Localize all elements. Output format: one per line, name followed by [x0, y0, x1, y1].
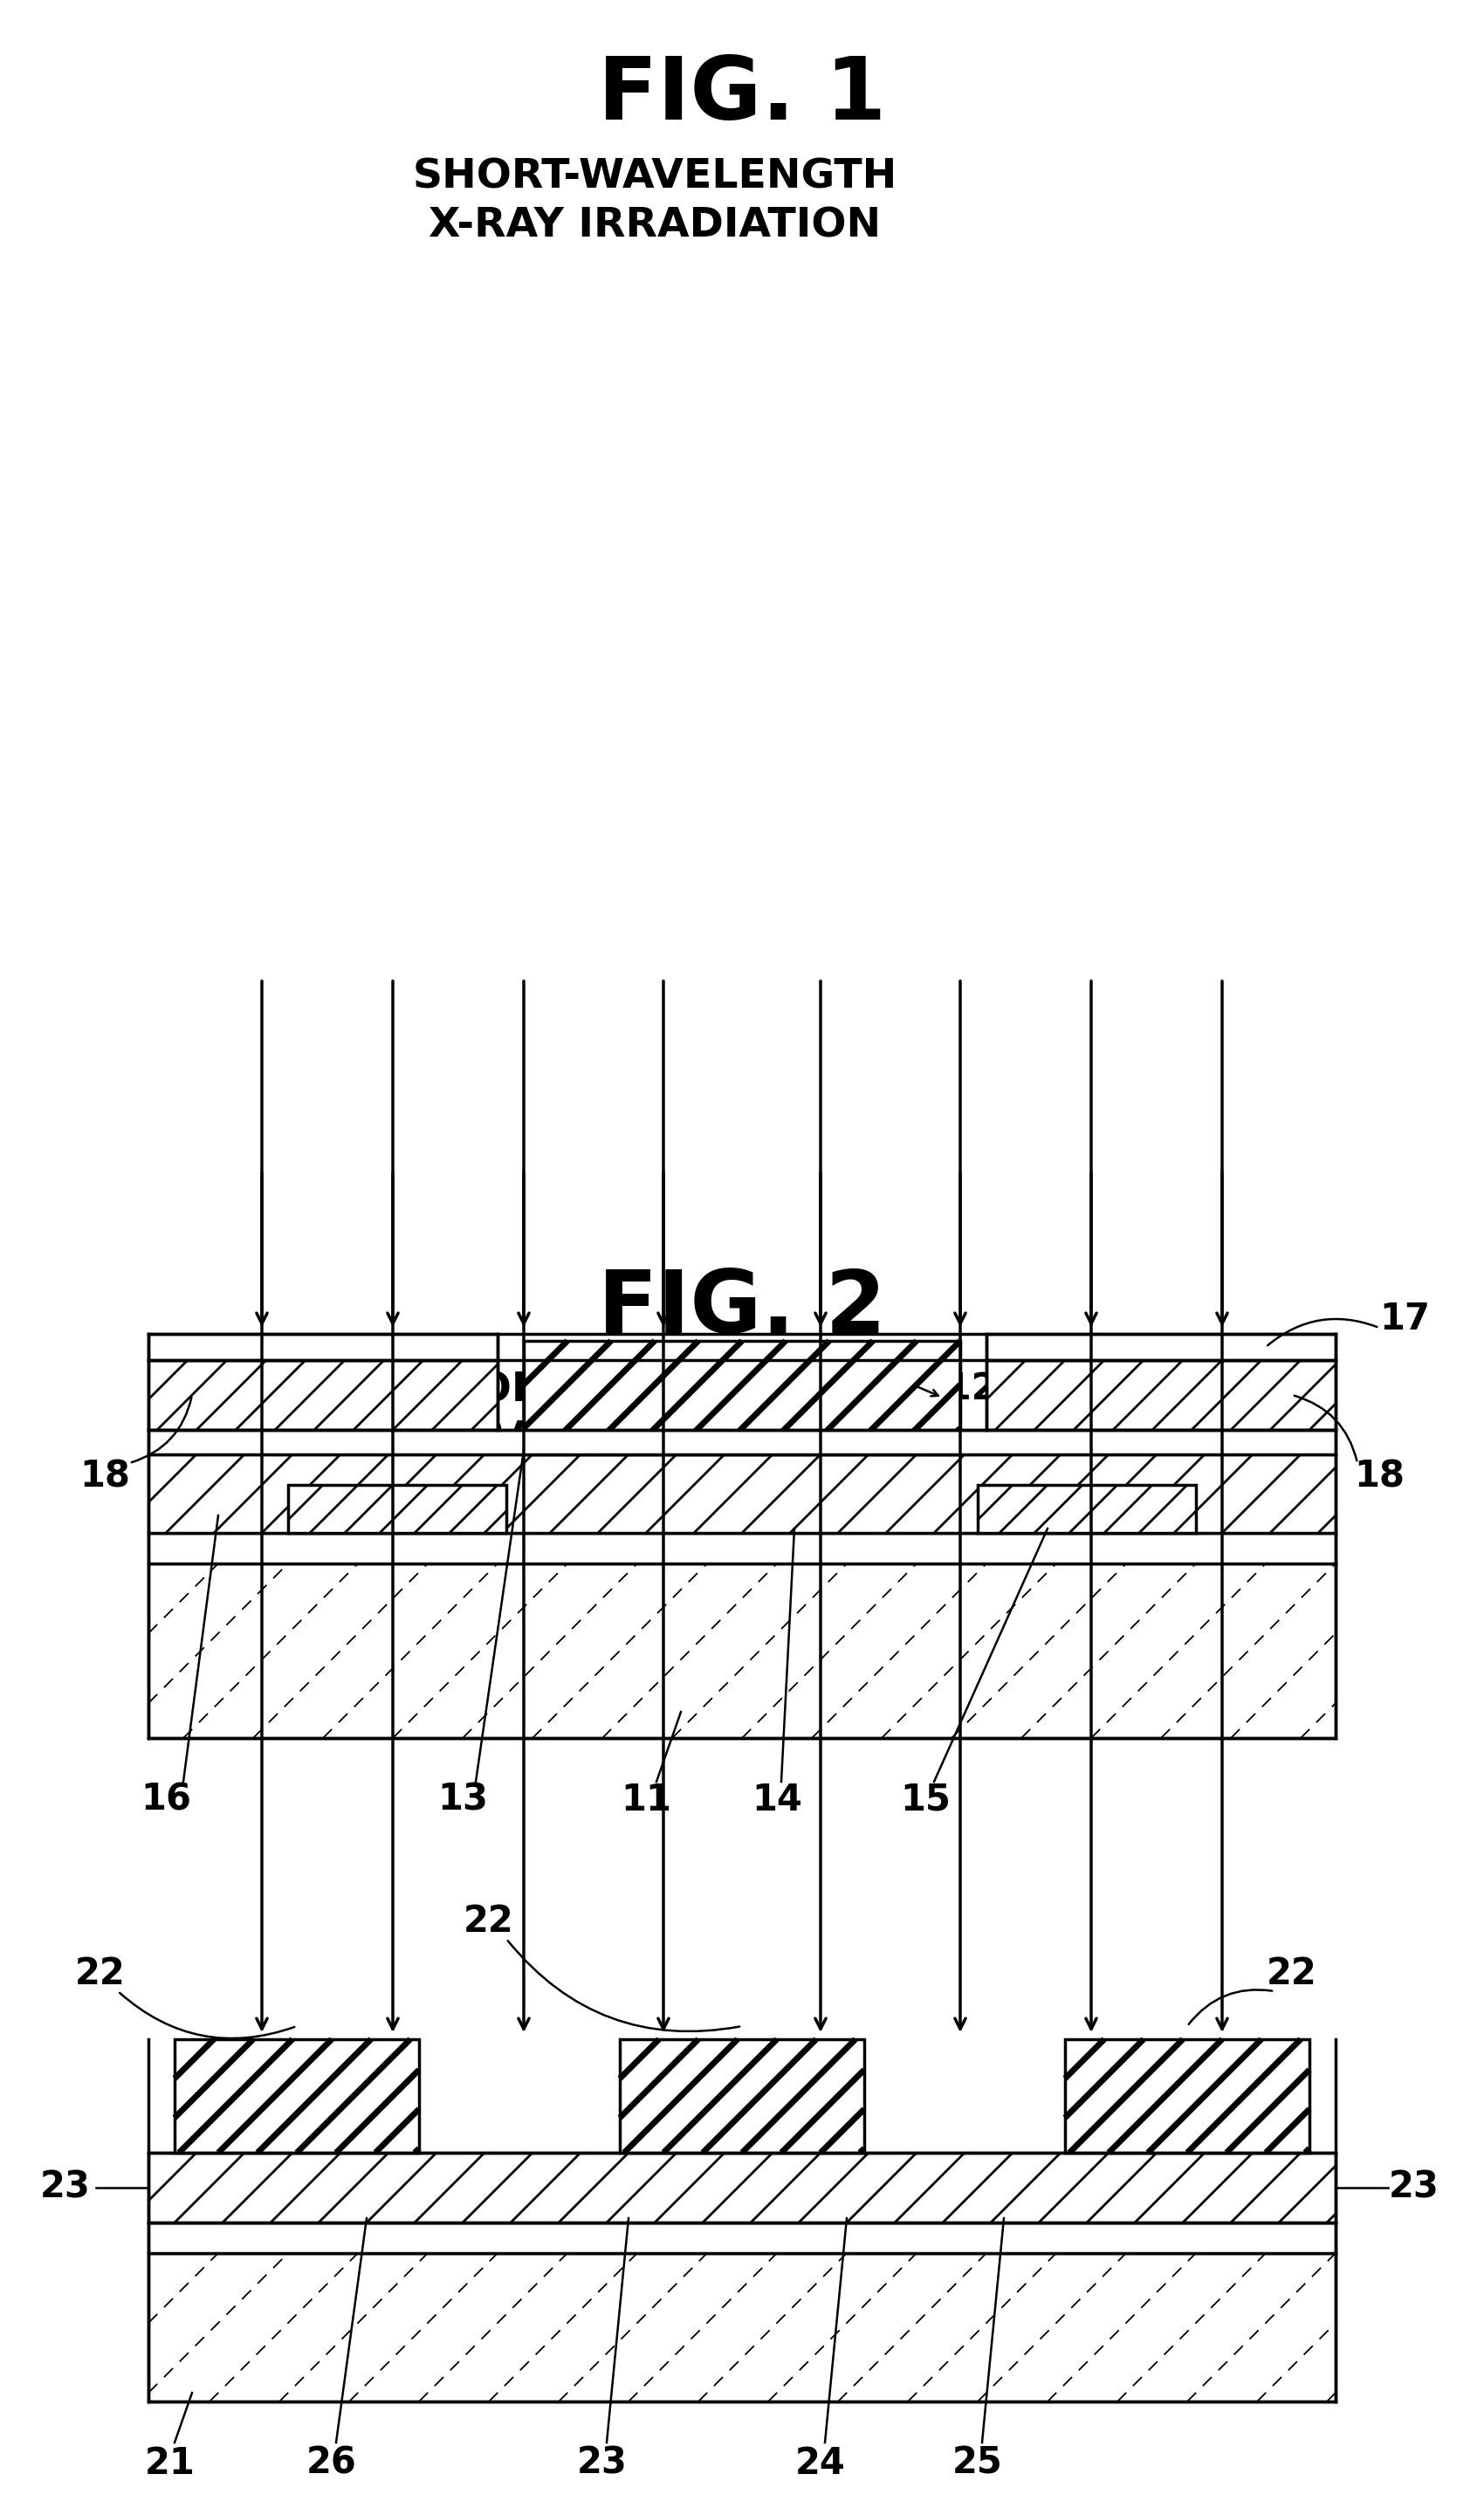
Text: 23: 23: [40, 2170, 91, 2206]
Text: 18: 18: [80, 1459, 131, 1494]
Bar: [1066, 2040, 1309, 2153]
Text: 16: 16: [141, 1781, 191, 1818]
Text: 18: 18: [1353, 1459, 1404, 1494]
Text: SHORT-WAVELENGTH
X-RAY IRRADIATION: SHORT-WAVELENGTH X-RAY IRRADIATION: [413, 1371, 896, 1459]
Bar: [148, 2223, 1336, 2253]
Bar: [978, 1484, 1196, 1534]
Text: 21: 21: [145, 2445, 196, 2482]
Text: SHORT-WAVELENGTH
X-RAY IRRADIATION: SHORT-WAVELENGTH X-RAY IRRADIATION: [413, 158, 896, 246]
Text: 14: 14: [752, 1781, 803, 1818]
Text: 11: 11: [620, 1781, 671, 1818]
Bar: [148, 1534, 1336, 1564]
Text: 23: 23: [577, 2445, 628, 2482]
Text: 15: 15: [901, 1781, 951, 1818]
Text: 22: 22: [463, 1904, 513, 1939]
Bar: [524, 1340, 960, 1454]
Text: FIG. 2: FIG. 2: [598, 1268, 886, 1351]
Bar: [987, 1361, 1336, 1431]
Text: 17: 17: [1379, 1300, 1431, 1338]
Bar: [148, 1361, 497, 1431]
Text: 24: 24: [795, 2445, 846, 2482]
Text: 22: 22: [1267, 1957, 1318, 1992]
Bar: [288, 1484, 506, 1534]
Text: 26: 26: [307, 2445, 358, 2482]
Bar: [148, 1333, 497, 1361]
Bar: [148, 1431, 1336, 1454]
Bar: [987, 1333, 1336, 1361]
Text: 22: 22: [76, 1957, 126, 1992]
Bar: [148, 2153, 1336, 2223]
Bar: [148, 2253, 1336, 2402]
Bar: [148, 1454, 1336, 1534]
Bar: [148, 1564, 1336, 1738]
Text: FIG. 1: FIG. 1: [598, 53, 886, 138]
Text: 13: 13: [438, 1781, 488, 1818]
Bar: [620, 2040, 864, 2153]
Text: 23: 23: [1389, 2170, 1439, 2206]
Text: 25: 25: [953, 2445, 1003, 2482]
Bar: [175, 2040, 418, 2153]
Text: ~12: ~12: [917, 1371, 997, 1408]
